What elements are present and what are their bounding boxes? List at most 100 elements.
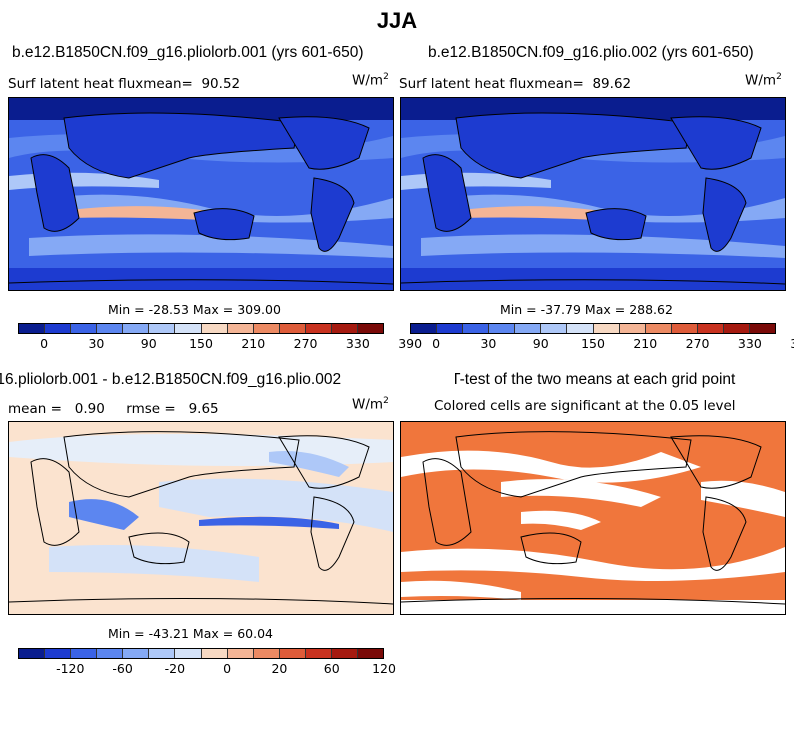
panel4-map <box>400 421 786 615</box>
panel3-colorbar-labels: -120 -60 -20 0 20 60 120 <box>18 661 396 677</box>
colorbar-swatch <box>305 324 332 333</box>
colorbar-swatch <box>697 324 724 333</box>
colorbar-swatch <box>541 324 568 333</box>
panel2-variable-label: Surf latent heat fluxmean= 89.62 <box>399 76 631 92</box>
colorbar-swatch <box>358 649 384 658</box>
colorbar-tick-label: 330 <box>737 336 762 351</box>
panel3-title-clip: b.e12.B1850CN.f09_g16.pliolorb.001 - b.e… <box>0 371 455 389</box>
colorbar-swatch <box>97 649 124 658</box>
panel3-max-label: Max = <box>192 626 234 641</box>
panel1-units-text: W/m <box>352 72 384 89</box>
panel3-colorbar <box>18 648 384 659</box>
colorbar-tick-label: 90 <box>532 336 549 351</box>
colorbar-tick-label: -120 <box>56 661 85 676</box>
colorbar-swatch <box>201 324 228 333</box>
panel1-colorbar <box>18 323 384 334</box>
panel2-title: b.e12.B1850CN.f09_g16.plio.002 (yrs 601-… <box>428 44 754 61</box>
colorbar-tick-label: 60 <box>323 661 340 676</box>
panel1-max: 309.00 <box>237 302 281 317</box>
panel3-rmse-label: rmse = <box>126 401 176 417</box>
panel1-map-graphic <box>9 98 393 290</box>
colorbar-swatch <box>331 324 359 333</box>
colorbar-tick-label: 0 <box>432 336 441 351</box>
panel2-map <box>400 97 786 291</box>
panel1-variable-label: Surf latent heat fluxmean= 90.52 <box>8 76 240 92</box>
panel3-max: 60.04 <box>237 626 273 641</box>
colorbar-tick-label: 20 <box>271 661 288 676</box>
panel2-mean-label: mean= <box>534 76 584 92</box>
panel4-title: T-test of the two means at each grid poi… <box>455 371 736 388</box>
colorbar-swatch <box>123 649 150 658</box>
colorbar-swatch <box>123 324 150 333</box>
colorbar-tick-label: 150 <box>581 336 605 351</box>
panel3-units-text: W/m <box>352 396 384 413</box>
colorbar-swatch <box>149 649 176 658</box>
colorbar-swatch <box>305 649 332 658</box>
panel3-map-graphic <box>9 422 393 614</box>
colorbar-swatch <box>253 649 280 658</box>
colorbar-swatch <box>149 324 176 333</box>
panel1-max-label: Max = <box>192 302 234 317</box>
panel2-map-graphic <box>401 98 785 290</box>
colorbar-swatch <box>515 324 542 333</box>
panel4-title-clip: T-test of the two means at each grid poi… <box>455 371 785 389</box>
colorbar-swatch <box>19 649 46 658</box>
colorbar-tick-label: -60 <box>112 661 133 676</box>
colorbar-tick-label: 120 <box>372 661 396 676</box>
panel2-units: W/m2 <box>745 72 782 89</box>
colorbar-swatch <box>279 649 306 658</box>
colorbar-tick-label: 30 <box>88 336 105 351</box>
panel3-mean: 0.90 <box>74 401 105 417</box>
colorbar-tick-label: 90 <box>140 336 157 351</box>
colorbar-swatch <box>411 324 438 333</box>
colorbar-swatch <box>227 649 254 658</box>
panel2-minmax: Min = -37.79 Max = 288.62 <box>500 302 673 317</box>
panel3-min: -43.21 <box>148 626 189 641</box>
colorbar-tick-label: 390 <box>398 336 423 351</box>
colorbar-swatch <box>331 649 359 658</box>
colorbar-swatch <box>750 324 776 333</box>
panel3-mean-label: mean = <box>8 401 62 417</box>
panel3-min-label: Min = <box>108 626 145 641</box>
colorbar-swatch <box>45 324 72 333</box>
colorbar-swatch <box>45 649 72 658</box>
colorbar-tick-label: -20 <box>164 661 186 676</box>
panel1-title: b.e12.B1850CN.f09_g16.pliolorb.001 (yrs … <box>12 44 364 61</box>
panel1-units: W/m2 <box>352 72 389 89</box>
colorbar-swatch <box>489 324 516 333</box>
panel3-title: b.e12.B1850CN.f09_g16.pliolorb.001 - b.e… <box>0 371 342 388</box>
panel3-units: W/m2 <box>352 396 389 413</box>
panel3-stats: mean = 0.90 rmse = 9.65 <box>8 401 219 417</box>
colorbar-swatch <box>19 324 46 333</box>
panel1-mean: 90.52 <box>201 76 241 92</box>
colorbar-tick-label: 330 <box>345 336 370 351</box>
colorbar-tick-label: 270 <box>293 336 318 351</box>
panel2-min-label: Min = <box>500 302 537 317</box>
colorbar-swatch <box>175 649 202 658</box>
colorbar-tick-label: 150 <box>189 336 213 351</box>
colorbar-swatch <box>645 324 672 333</box>
panel4-map-graphic <box>401 422 785 614</box>
panel3-map <box>8 421 394 615</box>
colorbar-swatch <box>619 324 646 333</box>
colorbar-swatch <box>723 324 751 333</box>
colorbar-swatch <box>253 324 280 333</box>
colorbar-tick-label: 0 <box>40 336 49 351</box>
panel1-units-exp: 2 <box>383 72 389 82</box>
colorbar-swatch <box>567 324 594 333</box>
panel1-min-label: Min = <box>108 302 145 317</box>
panel1-variable: Surf latent heat flux <box>8 76 144 92</box>
panel3-units-exp: 2 <box>383 396 389 406</box>
panel2-variable: Surf latent heat flux <box>399 76 535 92</box>
colorbar-tick-label: 270 <box>685 336 710 351</box>
colorbar-tick-label: 210 <box>241 336 266 351</box>
colorbar-swatch <box>358 324 384 333</box>
panel2-units-text: W/m <box>745 72 777 89</box>
panel3-minmax: Min = -43.21 Max = 60.04 <box>108 626 273 641</box>
colorbar-tick-label: 0 <box>223 661 232 676</box>
colorbar-tick-label: 30 <box>480 336 497 351</box>
colorbar-swatch <box>593 324 620 333</box>
colorbar-swatch <box>463 324 490 333</box>
panel2-max: 288.62 <box>629 302 673 317</box>
colorbar-swatch <box>71 649 98 658</box>
